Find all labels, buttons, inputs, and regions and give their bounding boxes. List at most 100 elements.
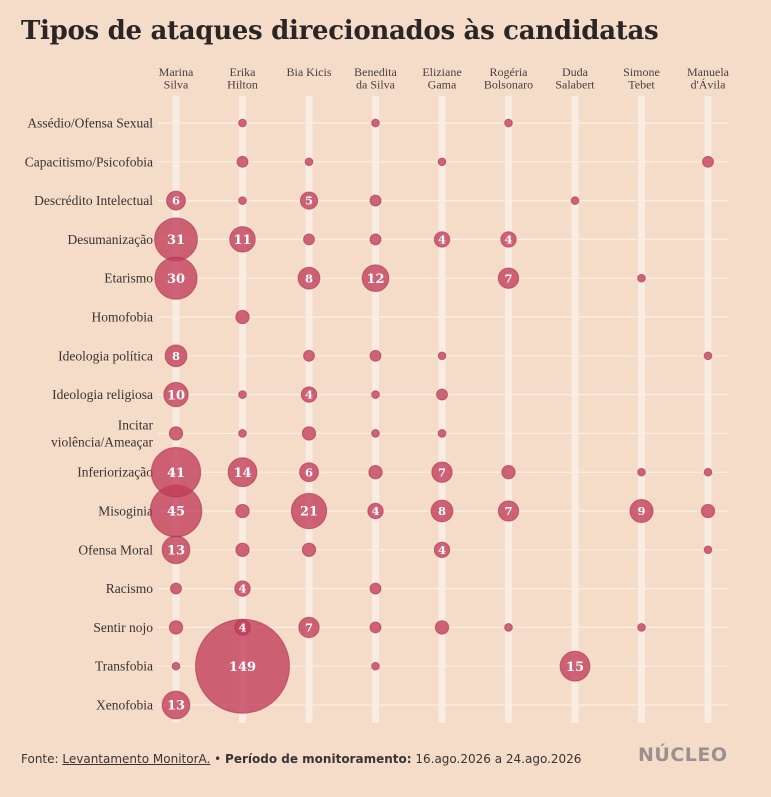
column-label: da Silva <box>356 78 396 92</box>
bubble <box>238 118 247 128</box>
bubble <box>168 620 184 635</box>
bubble <box>497 267 520 289</box>
bubble-value-label: 14 <box>233 466 251 481</box>
bubble <box>301 426 317 441</box>
bubble <box>163 381 189 408</box>
row-label: Incitar <box>118 417 154 432</box>
row-label: Racismo <box>106 581 153 596</box>
column-label: Duda <box>562 65 589 79</box>
bubble <box>437 429 447 438</box>
column-label: Gama <box>428 78 457 92</box>
bubble <box>431 461 453 483</box>
bubble-value-label: 4 <box>238 621 246 635</box>
bubble-value-label: 7 <box>504 504 512 518</box>
bubble-value-label: 8 <box>438 504 446 518</box>
bubble <box>238 390 247 399</box>
footer: Fonte: Levantamento MonitorA. • Período … <box>21 752 581 766</box>
bubble <box>299 462 319 483</box>
bubble-value-label: 8 <box>172 349 180 363</box>
bubble <box>238 196 247 205</box>
row-label: Capacitismo/Psicofobia <box>25 154 153 169</box>
bubble <box>637 467 646 477</box>
bubble <box>637 273 646 283</box>
bubble <box>229 226 256 253</box>
bubble <box>290 492 328 530</box>
bubble <box>700 503 716 519</box>
column-label: Marina <box>159 65 194 79</box>
bubble-value-label: 4 <box>305 388 313 402</box>
column-label: Hilton <box>227 78 258 92</box>
bubble-value-label: 41 <box>167 466 185 481</box>
bubble <box>501 465 516 480</box>
bubble <box>304 157 314 167</box>
row-label: Ideologia religiosa <box>52 387 153 402</box>
bubble <box>369 582 382 595</box>
bubble <box>570 196 580 205</box>
row-label: Desumanização <box>68 232 154 247</box>
bubble-value-label: 4 <box>504 233 512 247</box>
column-label: Simone <box>623 65 660 79</box>
row-label: Etarismo <box>104 271 153 286</box>
bubble-value-label: 30 <box>167 272 185 287</box>
bubble-value-label: 15 <box>566 660 584 675</box>
row-label: violência/Ameaçar <box>51 434 153 449</box>
bubble-value-label: 11 <box>233 233 251 248</box>
bubble <box>234 619 251 636</box>
bubble <box>371 429 380 438</box>
bubble <box>703 467 713 477</box>
bubble <box>303 233 315 246</box>
bubble <box>235 503 250 519</box>
row-labels: Assédio/Ofensa Sexual Capacitismo/Psicofo… <box>25 116 154 713</box>
bubble <box>161 535 191 565</box>
column-label: Rogéria <box>490 65 529 79</box>
bubble-value-label: 13 <box>167 699 185 714</box>
bubble <box>504 623 513 632</box>
source-link[interactable]: Levantamento MonitorA. <box>62 752 211 766</box>
bubble <box>235 542 250 557</box>
bubble <box>504 118 513 128</box>
column-track <box>505 96 512 723</box>
column-track <box>239 96 246 723</box>
bubble-value-label: 6 <box>172 194 180 208</box>
bubble-value-label: 12 <box>366 272 384 287</box>
column-track <box>305 96 313 723</box>
bubble <box>637 623 646 632</box>
bubble-value-label: 4 <box>371 504 379 518</box>
bubble <box>361 264 390 293</box>
column-label: Tebet <box>628 78 655 92</box>
row-label: Assédio/Ofensa Sexual <box>27 116 153 131</box>
bubble <box>301 542 317 557</box>
row-label: Transfobia <box>95 659 153 674</box>
bubble <box>300 386 318 403</box>
column-label: Eliziane <box>422 65 461 79</box>
period-value: 16.ago.2026 a 24.ago.2026 <box>411 752 582 766</box>
row-label: Inferiorização <box>77 465 153 480</box>
bubble <box>702 155 714 168</box>
bubble <box>369 194 382 207</box>
bubble <box>161 690 191 720</box>
bubble <box>150 447 202 498</box>
bubble-value-label: 8 <box>305 271 313 285</box>
column-label: Bia Kicis <box>287 65 332 79</box>
bubble <box>170 582 182 595</box>
nucleo-logo: NÚCLEO <box>638 744 728 766</box>
column-label: Salabert <box>555 78 595 92</box>
bubble <box>227 457 258 488</box>
bubble-value-label: 4 <box>238 582 246 596</box>
bubble-value-label: 13 <box>167 543 185 558</box>
bubble-value-label: 5 <box>305 194 313 208</box>
bubble <box>703 545 713 555</box>
bubble <box>500 231 517 248</box>
row-label: Ofensa Moral <box>78 542 153 557</box>
bubble <box>236 155 249 168</box>
bubble-value-label: 9 <box>637 504 645 518</box>
chart-title: Tipos de ataques direcionados às candida… <box>21 16 659 46</box>
column-label: Benedita <box>354 65 397 79</box>
bubble-value-label: 149 <box>229 660 256 675</box>
bubble <box>436 388 448 401</box>
bubble <box>497 500 520 522</box>
row-label: Misoginia <box>98 504 153 519</box>
bubble-value-label: 7 <box>504 271 512 285</box>
bubble <box>437 351 447 361</box>
